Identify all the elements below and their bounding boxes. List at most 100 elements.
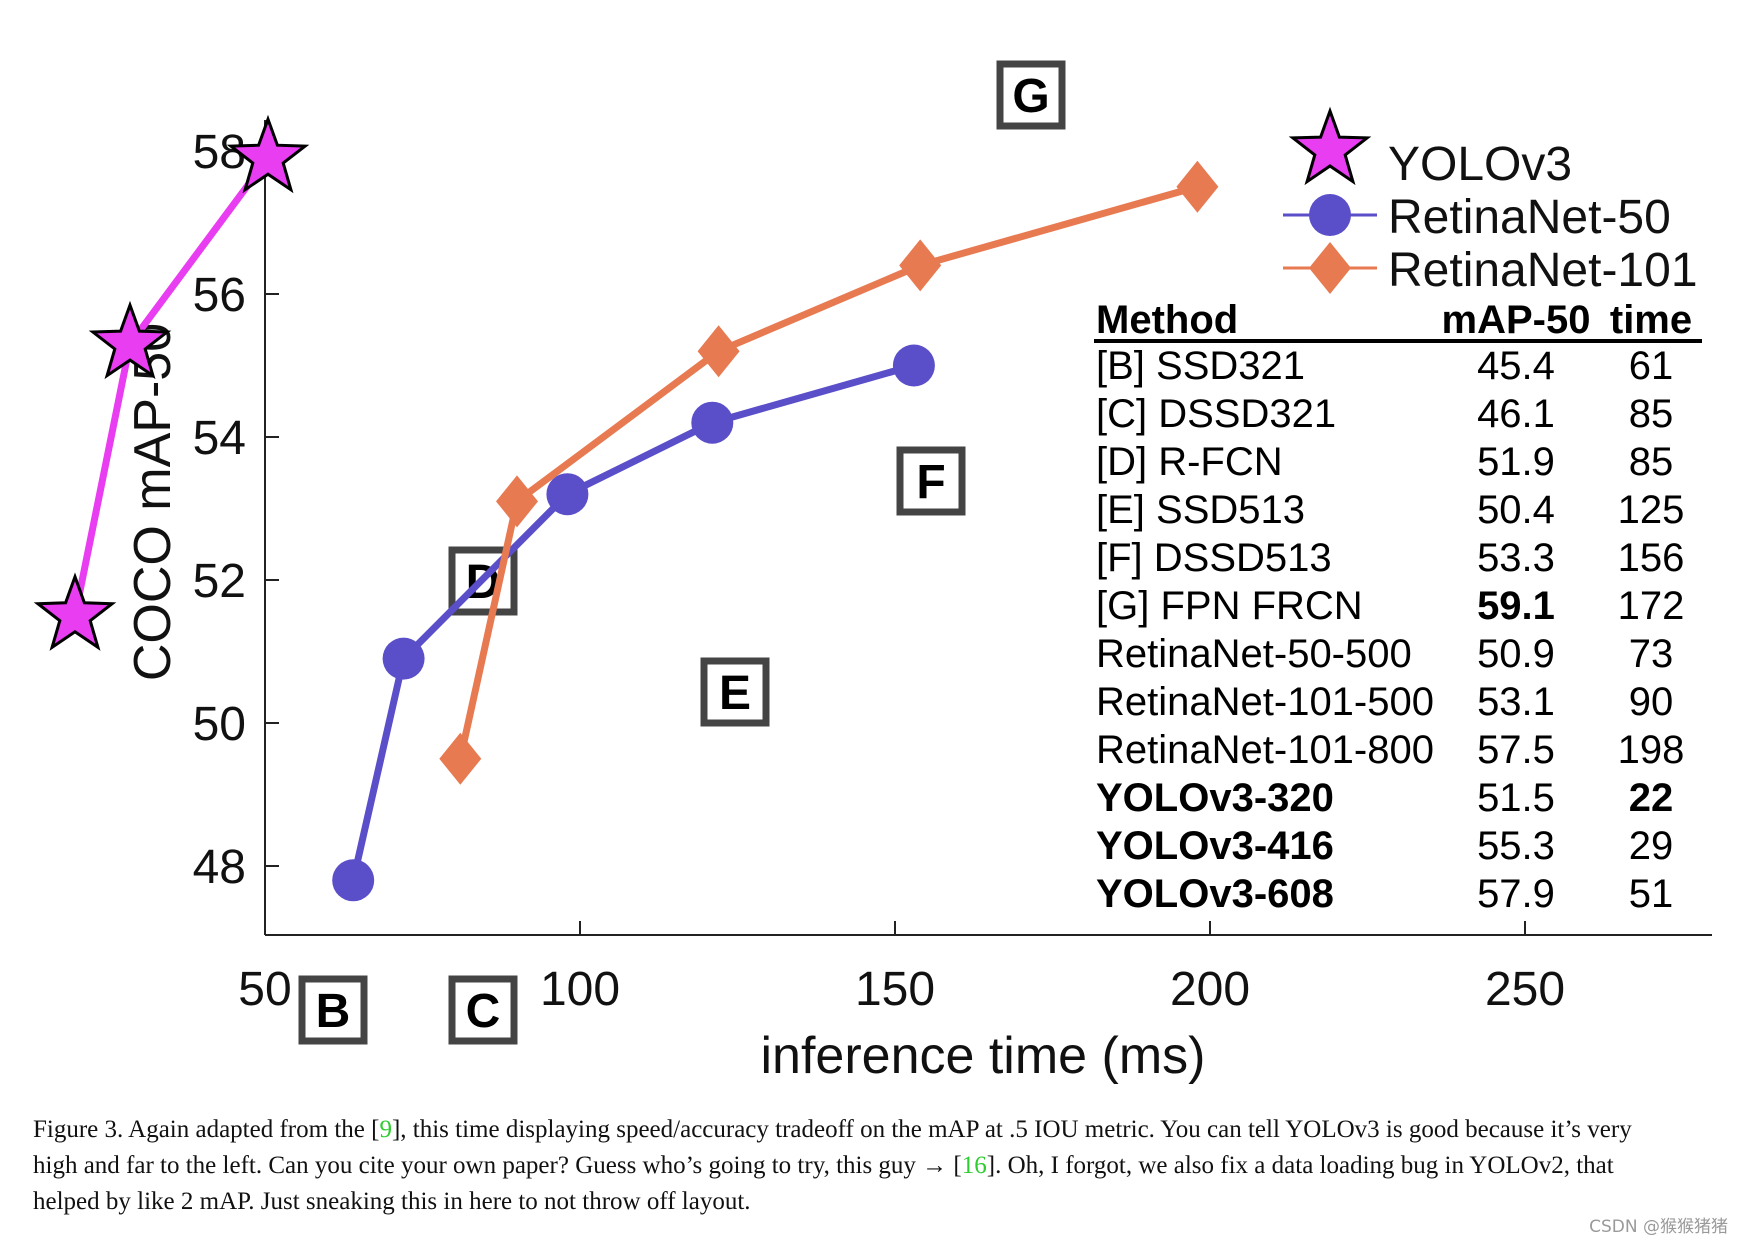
table-cell-map: 51.5 <box>1477 776 1555 820</box>
x-tick-label: 100 <box>540 963 620 1016</box>
table-cell-map: 50.4 <box>1477 488 1555 532</box>
method-box-c: C <box>448 975 518 1045</box>
method-box-letter: E <box>719 667 751 720</box>
method-box-frame <box>448 975 518 1045</box>
table-cell-method: [D] R-FCN <box>1096 440 1283 484</box>
data-point-yolov3 <box>226 114 310 194</box>
table-cell-method: [B] SSD321 <box>1096 344 1305 388</box>
method-box-frame <box>298 975 368 1045</box>
table-cell-map: 46.1 <box>1477 392 1555 436</box>
table-cell-map: 57.9 <box>1477 872 1555 916</box>
method-box-letter: F <box>916 456 945 509</box>
table-cell-method: YOLOv3-416 <box>1096 824 1334 868</box>
data-point-retinanet-101 <box>496 475 538 528</box>
y-tick-label: 52 <box>193 555 246 608</box>
figure-caption: Figure 3. Again adapted from the [9], th… <box>33 1112 1633 1220</box>
table-row: RetinaNet-101-500 53.1 90 <box>1096 680 1673 724</box>
y-tick-label: 54 <box>193 412 246 465</box>
legend-label: RetinaNet-101 <box>1388 244 1698 297</box>
method-box-f: F <box>896 446 966 516</box>
table-cell-time: 61 <box>1629 344 1674 388</box>
table-cell-method: [G] FPN FRCN <box>1096 584 1363 628</box>
table-row: RetinaNet-50-500 50.9 73 <box>1096 632 1673 676</box>
table-cell-map: 59.1 <box>1477 584 1555 628</box>
results-table: Method mAP-50 time[B] SSD321 45.4 61[C] DSSD… <box>1094 298 1702 916</box>
data-point-retinanet-50 <box>332 859 375 902</box>
series-retinanet-101 <box>439 160 1219 785</box>
series-line-retinanet-101 <box>456 183 1199 760</box>
table-row: [C] DSSD321 46.1 85 <box>1096 392 1673 436</box>
caption-text-2: ], this time displaying speed/accuracy t… <box>33 1116 1632 1179</box>
data-point-retinanet-50 <box>691 401 734 444</box>
table-row: YOLOv3-416 55.3 29 <box>1096 824 1673 868</box>
data-point-retinanet-50 <box>382 637 425 680</box>
y-tick-label: 56 <box>193 269 246 322</box>
caption-text-3: ]. Oh, I forgot, we also fix a data load… <box>33 1152 1614 1215</box>
table-cell-method: YOLOv3-608 <box>1096 872 1334 916</box>
legend-marker <box>1309 194 1351 236</box>
table-cell-map: 50.9 <box>1477 632 1555 676</box>
table-cell-method: RetinaNet-101-800 <box>1096 728 1434 772</box>
caption-ref-9[interactable]: 9 <box>379 1116 392 1143</box>
table-header-method: Method <box>1096 298 1238 342</box>
legend-item-retinanet-101: RetinaNet-101 <box>1283 242 1698 297</box>
table-cell-time: 172 <box>1618 584 1685 628</box>
y-tick-label: 48 <box>193 841 246 894</box>
table-cell-time: 22 <box>1629 776 1674 820</box>
table-cell-time: 198 <box>1618 728 1685 772</box>
x-axis-title: inference time (ms) <box>761 1027 1206 1085</box>
caption-ref-16[interactable]: 16 <box>961 1152 987 1179</box>
y-axis-title: COCO mAP-50 <box>124 323 182 681</box>
table-cell-method: [E] SSD513 <box>1096 488 1305 532</box>
method-box-frame <box>996 60 1066 130</box>
table-cell-time: 156 <box>1618 536 1685 580</box>
legend-item-yolov3: YOLOv3 <box>1288 106 1572 191</box>
x-tick-label: 50 <box>238 963 291 1016</box>
legend-label: RetinaNet-50 <box>1388 191 1671 244</box>
data-point-yolov3 <box>33 572 117 651</box>
table-cell-map: 57.5 <box>1477 728 1555 772</box>
table-cell-method: [F] DSSD513 <box>1096 536 1332 580</box>
table-cell-map: 55.3 <box>1477 824 1555 868</box>
table-cell-time: 29 <box>1629 824 1674 868</box>
table-cell-time: 85 <box>1629 440 1674 484</box>
watermark: CSDN @猴猴猪猪 <box>1589 1217 1728 1237</box>
table-row: [G] FPN FRCN 59.1 172 <box>1096 584 1684 628</box>
method-box-frame <box>896 446 966 516</box>
table-cell-time: 85 <box>1629 392 1674 436</box>
table-cell-method: YOLOv3-320 <box>1096 776 1334 820</box>
data-point-retinanet-50 <box>892 344 935 387</box>
method-box-g: G <box>996 60 1066 130</box>
legend-label: YOLOv3 <box>1388 138 1572 191</box>
legend-marker <box>1288 106 1372 186</box>
data-point-retinanet-50 <box>546 473 589 516</box>
table-cell-time: 51 <box>1629 872 1674 916</box>
method-box-frame <box>700 657 770 727</box>
table-cell-time: 125 <box>1618 488 1685 532</box>
table-cell-map: 53.3 <box>1477 536 1555 580</box>
series-yolov3 <box>33 114 310 651</box>
y-tick-label: 50 <box>193 698 246 751</box>
method-box-letter: B <box>316 985 351 1038</box>
method-box-letter: G <box>1012 70 1049 123</box>
table-cell-method: RetinaNet-101-500 <box>1096 680 1434 724</box>
table-cell-method: RetinaNet-50-500 <box>1096 632 1412 676</box>
series-line-retinanet-50 <box>349 362 915 882</box>
table-header-time: time <box>1610 298 1692 342</box>
data-point-retinanet-101 <box>899 239 942 292</box>
data-point-retinanet-101 <box>439 732 482 785</box>
table-cell-map: 45.4 <box>1477 344 1555 388</box>
x-tick-label: 150 <box>855 963 935 1016</box>
method-box-e: E <box>700 657 770 727</box>
table-row: YOLOv3-608 57.9 51 <box>1096 872 1673 916</box>
data-point-yolov3 <box>88 300 172 380</box>
method-box-letter: C <box>466 985 501 1038</box>
caption-text-1: Figure 3. Again adapted from the [ <box>33 1116 380 1143</box>
table-cell-time: 90 <box>1629 680 1674 724</box>
table-cell-time: 73 <box>1629 632 1674 676</box>
table-cell-map: 53.1 <box>1477 680 1555 724</box>
